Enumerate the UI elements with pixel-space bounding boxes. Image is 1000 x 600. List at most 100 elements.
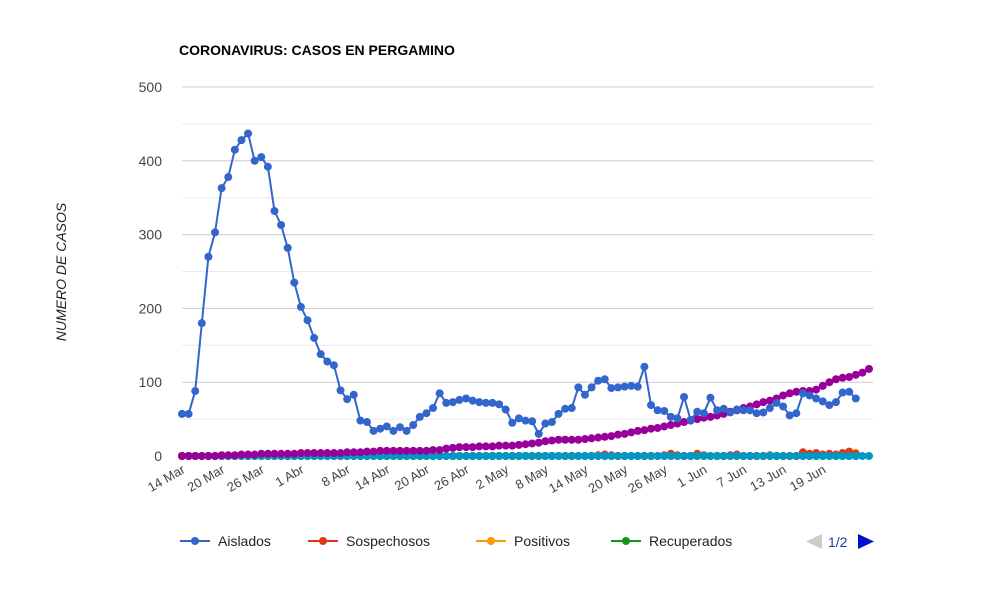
data-point[interactable]	[541, 452, 550, 460]
data-point[interactable]	[732, 405, 741, 414]
data-point[interactable]	[197, 452, 206, 460]
data-point[interactable]	[798, 452, 807, 460]
data-point[interactable]	[356, 416, 365, 425]
data-point[interactable]	[633, 426, 642, 435]
data-point[interactable]	[647, 424, 656, 433]
data-point[interactable]	[197, 319, 206, 328]
data-point[interactable]	[448, 398, 457, 407]
data-point[interactable]	[627, 452, 636, 460]
data-point[interactable]	[792, 409, 801, 418]
data-point[interactable]	[845, 387, 854, 396]
data-point[interactable]	[607, 452, 616, 460]
data-point[interactable]	[448, 452, 457, 460]
data-point[interactable]	[587, 434, 596, 443]
legend-item-sospechosos[interactable]: Sospechosos	[308, 533, 430, 549]
data-point[interactable]	[369, 426, 378, 435]
data-point[interactable]	[818, 452, 827, 460]
data-point[interactable]	[514, 440, 523, 449]
data-point[interactable]	[290, 278, 299, 287]
data-point[interactable]	[429, 452, 438, 460]
data-point[interactable]	[257, 449, 266, 458]
data-point[interactable]	[475, 452, 484, 460]
data-point[interactable]	[812, 452, 821, 460]
data-point[interactable]	[633, 382, 642, 391]
data-point[interactable]	[713, 452, 722, 460]
data-point[interactable]	[323, 357, 332, 366]
data-point[interactable]	[779, 452, 788, 460]
data-point[interactable]	[858, 452, 867, 460]
data-point[interactable]	[475, 442, 484, 451]
data-point[interactable]	[468, 452, 477, 460]
data-point[interactable]	[257, 153, 266, 162]
data-point[interactable]	[296, 449, 305, 458]
data-point[interactable]	[600, 432, 609, 441]
data-point[interactable]	[831, 375, 840, 384]
data-point[interactable]	[547, 452, 556, 460]
data-point[interactable]	[343, 448, 352, 457]
data-point[interactable]	[362, 447, 371, 456]
data-point[interactable]	[554, 435, 563, 444]
data-point[interactable]	[719, 404, 728, 413]
data-point[interactable]	[508, 441, 517, 450]
data-point[interactable]	[382, 446, 391, 455]
data-point[interactable]	[726, 452, 735, 460]
data-point[interactable]	[528, 417, 537, 426]
data-point[interactable]	[779, 402, 788, 411]
data-point[interactable]	[283, 449, 292, 458]
data-point[interactable]	[580, 452, 589, 460]
data-point[interactable]	[178, 409, 186, 418]
data-point[interactable]	[831, 452, 840, 460]
data-point[interactable]	[395, 446, 404, 455]
data-point[interactable]	[660, 452, 669, 460]
data-point[interactable]	[316, 449, 325, 458]
legend-item-aislados[interactable]: Aislados	[180, 533, 271, 549]
data-point[interactable]	[534, 452, 543, 460]
data-point[interactable]	[792, 452, 801, 460]
data-point[interactable]	[521, 440, 530, 449]
data-point[interactable]	[627, 428, 636, 437]
data-point[interactable]	[739, 452, 748, 460]
data-point[interactable]	[666, 421, 675, 429]
data-point[interactable]	[376, 424, 385, 433]
data-point[interactable]	[521, 416, 530, 425]
data-point[interactable]	[673, 414, 682, 423]
data-point[interactable]	[211, 228, 220, 237]
data-point[interactable]	[283, 243, 292, 252]
data-point[interactable]	[759, 408, 768, 417]
data-point[interactable]	[600, 452, 609, 460]
data-point[interactable]	[356, 448, 365, 457]
data-point[interactable]	[779, 391, 788, 400]
data-point[interactable]	[488, 398, 497, 407]
data-point[interactable]	[224, 173, 233, 182]
data-point[interactable]	[514, 414, 523, 423]
data-point[interactable]	[237, 450, 246, 459]
data-point[interactable]	[501, 452, 510, 460]
data-point[interactable]	[349, 390, 358, 399]
data-point[interactable]	[554, 409, 563, 418]
data-point[interactable]	[812, 385, 821, 394]
data-point[interactable]	[594, 376, 603, 385]
data-point[interactable]	[296, 302, 305, 311]
data-point[interactable]	[732, 452, 741, 460]
data-point[interactable]	[699, 409, 708, 418]
data-point[interactable]	[528, 452, 537, 460]
data-point[interactable]	[244, 129, 253, 138]
data-point[interactable]	[475, 398, 484, 407]
data-point[interactable]	[594, 433, 603, 442]
data-point[interactable]	[217, 184, 226, 193]
data-point[interactable]	[481, 398, 490, 407]
data-point[interactable]	[409, 421, 418, 429]
data-point[interactable]	[726, 408, 735, 417]
data-point[interactable]	[369, 447, 378, 456]
data-point[interactable]	[541, 419, 550, 428]
data-point[interactable]	[838, 388, 847, 397]
data-point[interactable]	[448, 443, 457, 452]
data-point[interactable]	[290, 449, 299, 458]
data-point[interactable]	[785, 389, 794, 398]
triangle-right-icon[interactable]	[858, 534, 874, 549]
data-point[interactable]	[838, 373, 847, 382]
data-point[interactable]	[673, 452, 682, 460]
data-point[interactable]	[746, 452, 755, 460]
data-point[interactable]	[706, 412, 715, 421]
data-point[interactable]	[825, 401, 834, 410]
